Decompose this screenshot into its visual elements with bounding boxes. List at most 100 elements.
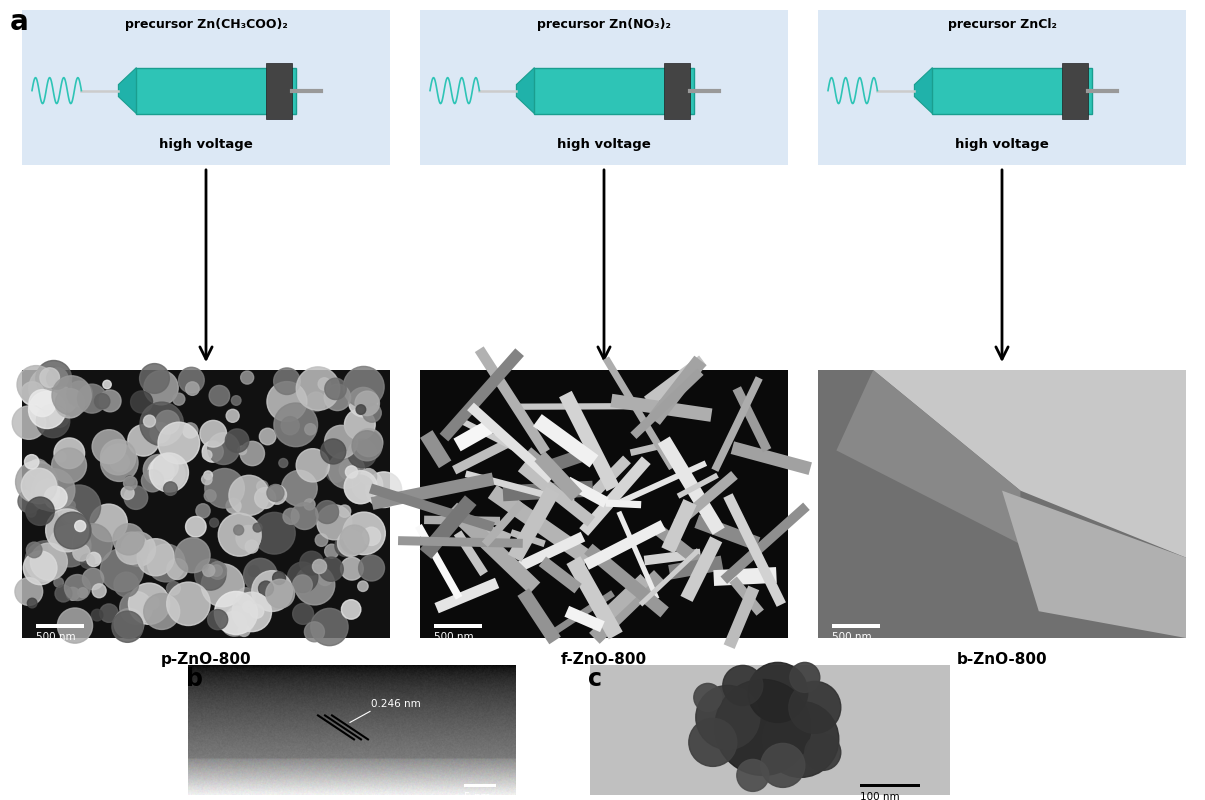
Polygon shape: [468, 402, 554, 483]
Circle shape: [342, 512, 386, 554]
Circle shape: [283, 508, 299, 524]
Polygon shape: [729, 577, 764, 616]
Circle shape: [789, 682, 841, 734]
Circle shape: [82, 568, 104, 590]
Bar: [590, 665, 950, 795]
Circle shape: [304, 499, 315, 510]
Text: 500 nm: 500 nm: [831, 632, 871, 642]
Circle shape: [72, 524, 112, 564]
Bar: [1063, 62, 1088, 118]
Circle shape: [352, 430, 382, 461]
Circle shape: [114, 572, 139, 597]
Circle shape: [249, 604, 264, 618]
Circle shape: [252, 570, 293, 611]
Circle shape: [259, 428, 276, 445]
Circle shape: [101, 444, 139, 482]
Circle shape: [296, 449, 329, 482]
Circle shape: [337, 530, 364, 557]
Circle shape: [805, 734, 841, 770]
Text: 100 nm: 100 nm: [860, 791, 900, 800]
Circle shape: [148, 458, 175, 485]
Circle shape: [36, 361, 71, 396]
Circle shape: [231, 396, 241, 406]
Circle shape: [224, 606, 254, 636]
Circle shape: [321, 439, 346, 464]
Circle shape: [18, 490, 41, 513]
Bar: [421, 10, 788, 165]
Polygon shape: [648, 356, 706, 425]
Circle shape: [227, 498, 241, 514]
Circle shape: [99, 390, 120, 412]
Circle shape: [357, 405, 366, 414]
Circle shape: [17, 366, 55, 404]
Polygon shape: [643, 549, 701, 566]
Polygon shape: [446, 502, 540, 594]
Polygon shape: [118, 68, 136, 114]
Circle shape: [164, 482, 177, 495]
Text: 5 nm: 5 nm: [464, 791, 490, 800]
Circle shape: [55, 389, 84, 418]
Circle shape: [327, 462, 346, 482]
Bar: [818, 10, 1186, 165]
Polygon shape: [516, 403, 641, 410]
Circle shape: [248, 566, 259, 577]
Circle shape: [282, 470, 317, 506]
Polygon shape: [453, 419, 495, 451]
Circle shape: [92, 610, 102, 621]
Circle shape: [81, 554, 95, 568]
Polygon shape: [618, 461, 707, 505]
Bar: [22, 10, 390, 165]
Circle shape: [195, 559, 227, 590]
Circle shape: [113, 524, 145, 555]
Circle shape: [281, 417, 299, 434]
Circle shape: [348, 387, 378, 417]
Bar: [860, 784, 919, 787]
Polygon shape: [590, 455, 631, 497]
Polygon shape: [398, 536, 523, 548]
Polygon shape: [452, 437, 515, 474]
Bar: [464, 784, 496, 787]
Circle shape: [324, 426, 358, 458]
Polygon shape: [435, 578, 499, 614]
Circle shape: [200, 420, 227, 447]
Polygon shape: [611, 394, 712, 422]
Circle shape: [274, 368, 300, 394]
Polygon shape: [424, 516, 500, 526]
Circle shape: [258, 586, 268, 596]
Polygon shape: [711, 376, 763, 472]
Polygon shape: [721, 502, 810, 584]
Circle shape: [66, 501, 75, 510]
Text: 500 nm: 500 nm: [434, 632, 474, 642]
Polygon shape: [713, 567, 777, 586]
Circle shape: [166, 582, 210, 626]
Circle shape: [363, 527, 381, 546]
Circle shape: [27, 507, 36, 517]
Circle shape: [116, 532, 148, 564]
Circle shape: [295, 565, 335, 605]
Circle shape: [214, 591, 258, 634]
Circle shape: [92, 430, 127, 464]
Bar: [831, 624, 880, 628]
Circle shape: [154, 454, 178, 479]
Circle shape: [30, 543, 67, 580]
Circle shape: [207, 433, 240, 465]
Polygon shape: [371, 473, 494, 510]
Circle shape: [25, 541, 66, 582]
Polygon shape: [454, 530, 488, 576]
Polygon shape: [681, 536, 722, 602]
Polygon shape: [658, 437, 724, 535]
Circle shape: [90, 504, 128, 542]
Circle shape: [210, 386, 230, 406]
Polygon shape: [518, 462, 595, 526]
Circle shape: [77, 384, 106, 413]
Circle shape: [140, 363, 170, 394]
Circle shape: [149, 453, 188, 492]
Circle shape: [253, 523, 261, 532]
Circle shape: [359, 555, 384, 581]
Circle shape: [87, 552, 101, 566]
Circle shape: [25, 464, 58, 497]
Circle shape: [352, 470, 383, 501]
Polygon shape: [617, 510, 659, 600]
Polygon shape: [440, 348, 524, 442]
Circle shape: [143, 370, 178, 405]
